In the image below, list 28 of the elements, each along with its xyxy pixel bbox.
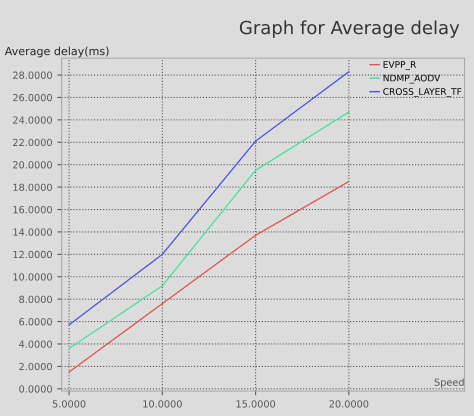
y-tick-label: 0.0000 [19, 385, 52, 393]
x-axis-title: Speed [434, 378, 464, 388]
x-tick-label: 5.0000 [52, 400, 86, 408]
y-tick-label: 6.0000 [19, 318, 52, 326]
legend-label: NDMP_AODV [384, 74, 440, 84]
y-axis-title: Average delay(ms) [4, 46, 109, 58]
line-series [68, 71, 350, 326]
x-tick-label: 20.0000 [329, 400, 368, 408]
chart-title: Graph for Average delay [240, 20, 460, 38]
line-series [68, 111, 350, 350]
legend-label: EVPP_R [384, 61, 416, 70]
y-tick-label: 26.0000 [13, 94, 52, 102]
y-tick-label: 8.0000 [19, 296, 52, 303]
y-tick-label: 10.0000 [13, 273, 52, 281]
y-tick-label: 12.0000 [13, 250, 52, 258]
y-tick-label: 24.0000 [13, 116, 52, 124]
y-tick-label: 14.0000 [13, 228, 52, 236]
x-tick-label: 10.0000 [143, 400, 182, 408]
y-tick-label: 4.0000 [19, 340, 52, 348]
y-tick-label: 28.0000 [13, 72, 52, 79]
y-tick-label: 18.0000 [13, 184, 52, 191]
legend-label: CROSS_LAYER_TF [383, 88, 462, 97]
x-tick-label: 15.0000 [236, 400, 276, 408]
line-series [68, 180, 350, 373]
y-tick-label: 16.0000 [13, 206, 52, 214]
y-tick-label: 2.0000 [19, 362, 52, 370]
y-tick-label: 20.0000 [13, 161, 52, 169]
y-tick-label: 22.0000 [13, 138, 52, 146]
